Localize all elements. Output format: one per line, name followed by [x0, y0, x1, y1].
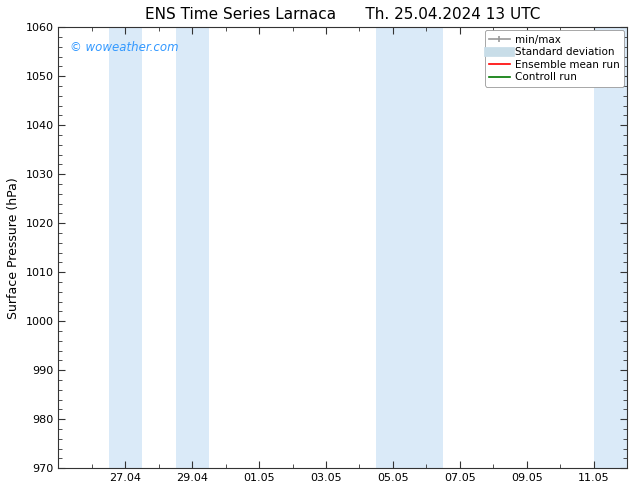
Bar	[376, 27, 410, 468]
Bar	[410, 27, 443, 468]
Bar	[176, 27, 209, 468]
Y-axis label: Surface Pressure (hPa): Surface Pressure (hPa)	[7, 177, 20, 318]
Title: ENS Time Series Larnaca      Th. 25.04.2024 13 UTC: ENS Time Series Larnaca Th. 25.04.2024 1…	[145, 7, 540, 22]
Legend: min/max, Standard deviation, Ensemble mean run, Controll run: min/max, Standard deviation, Ensemble me…	[485, 30, 624, 87]
Text: © woweather.com: © woweather.com	[70, 41, 179, 53]
Bar	[593, 27, 627, 468]
Bar	[108, 27, 142, 468]
